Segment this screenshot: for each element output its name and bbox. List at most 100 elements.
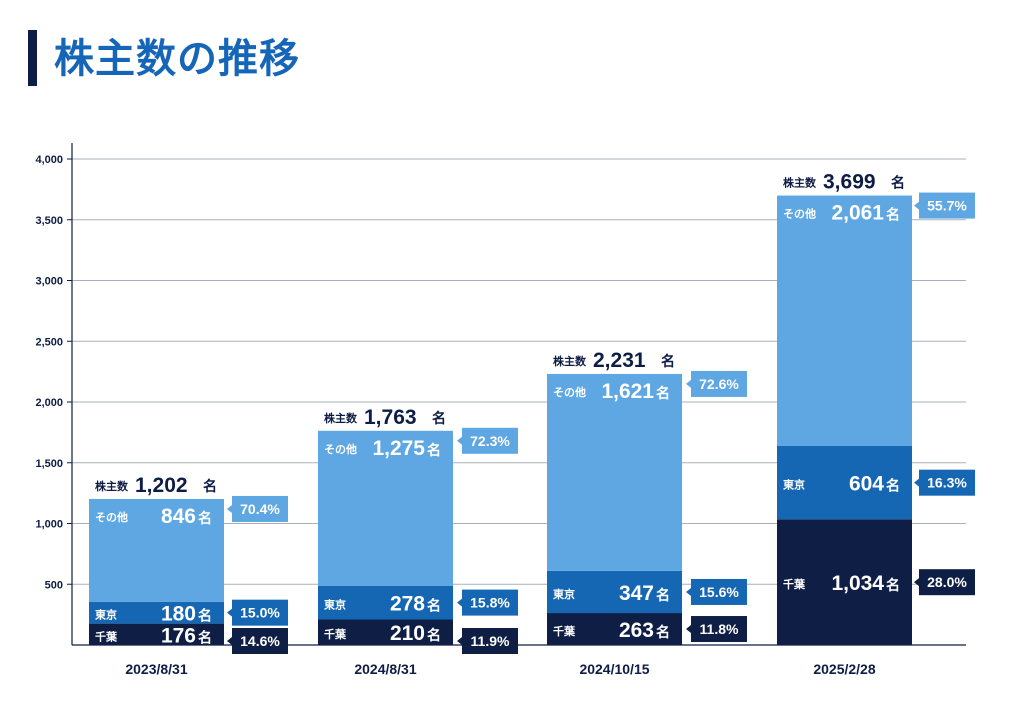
percent-callout-pointer [457, 637, 462, 645]
segment-name-label: 東京 [553, 587, 575, 601]
total-label: 株主数 [553, 354, 587, 368]
percent-callout-box [462, 427, 518, 454]
segment-name-label: 東京 [95, 608, 117, 622]
segment-value-label: 278 [390, 593, 425, 616]
segment-unit-label: 名 [427, 627, 441, 643]
total-label: 株主数 [324, 411, 358, 425]
bar-segment [318, 619, 453, 645]
total-value: 1,763 [364, 406, 417, 429]
segment-value-label: 604 [849, 473, 884, 496]
percent-callout-box [691, 616, 747, 643]
bar-segment [318, 430, 453, 586]
percent-callout-pointer [227, 504, 232, 513]
percent-label: 14.6% [240, 633, 280, 649]
total-label: 株主数 [783, 176, 817, 190]
bar-segment [777, 195, 912, 446]
segment-unit-label: 名 [886, 478, 900, 494]
segment-unit-label: 名 [656, 385, 670, 401]
percent-callout-box [919, 569, 975, 596]
x-tick-label: 2023/8/31 [125, 661, 187, 677]
bar-segment [547, 570, 682, 614]
percent-callout-pointer [914, 201, 919, 210]
y-tick-label: 500 [45, 579, 63, 591]
segment-name-label: 千葉 [95, 629, 118, 643]
segment-unit-label: 名 [198, 608, 212, 624]
segment-name-label: 千葉 [324, 627, 347, 641]
total-unit: 名 [203, 478, 217, 494]
percent-label: 11.8% [700, 621, 739, 637]
segment-name-label: 千葉 [553, 624, 576, 638]
x-tick-label: 2024/8/31 [354, 661, 416, 677]
y-tick-label: 3,000 [35, 276, 63, 288]
percent-callout-box [919, 469, 975, 496]
segment-value-label: 263 [619, 619, 654, 642]
percent-label: 72.3% [470, 433, 510, 449]
percent-callout-pointer [457, 598, 462, 607]
bar-segment [547, 613, 682, 645]
bar-segment [89, 498, 224, 602]
segment-unit-label: 名 [198, 629, 212, 645]
percent-callout-box [691, 370, 747, 397]
bar-segment [318, 585, 453, 620]
percent-callout-pointer [227, 637, 232, 645]
bar-segment [777, 445, 912, 520]
segment-name-label: その他 [95, 510, 128, 524]
segment-value-label: 1,275 [372, 437, 425, 460]
percent-callout-pointer [914, 578, 919, 587]
segment-unit-label: 名 [656, 587, 670, 603]
total-label: 株主数 [95, 479, 129, 493]
percent-label: 15.6% [699, 584, 739, 600]
percent-callout-pointer [227, 608, 232, 617]
page-title: 株主数の推移 [54, 36, 300, 82]
segment-unit-label: 名 [427, 598, 441, 614]
percent-callout-box [691, 578, 747, 605]
y-tick-label: 1,500 [35, 458, 63, 470]
segment-name-label: その他 [783, 207, 816, 221]
segment-unit-label: 名 [886, 577, 900, 593]
percent-callout-pointer [686, 379, 691, 388]
percent-callout-pointer [914, 478, 919, 487]
x-tick-label: 2025/2/28 [813, 661, 875, 677]
segment-name-label: その他 [553, 385, 586, 399]
title-accent-bar [28, 30, 37, 86]
segment-value-label: 180 [161, 603, 196, 626]
percent-label: 15.8% [470, 595, 510, 611]
segment-value-label: 2,061 [831, 202, 884, 225]
segment-unit-label: 名 [886, 207, 900, 223]
segment-value-label: 210 [390, 622, 425, 645]
segment-name-label: 東京 [783, 478, 805, 492]
x-tick-label: 2024/10/15 [579, 661, 649, 677]
segment-name-label: その他 [324, 442, 357, 456]
percent-callout-pointer [686, 625, 691, 634]
percent-label: 72.6% [699, 376, 739, 392]
total-unit: 名 [432, 410, 446, 426]
y-tick-label: 3,500 [35, 215, 63, 227]
percent-callout-box [232, 599, 288, 626]
y-tick-label: 1,000 [35, 519, 63, 531]
segment-value-label: 846 [161, 505, 196, 528]
segment-value-label: 176 [161, 624, 196, 647]
percent-callout-pointer [457, 436, 462, 445]
percent-label: 11.9% [471, 633, 510, 649]
total-unit: 名 [891, 175, 905, 191]
y-tick-label: 2,500 [35, 336, 63, 348]
percent-callout-box [919, 192, 975, 219]
total-value: 3,699 [823, 171, 876, 194]
segment-value-label: 1,621 [601, 380, 654, 403]
segment-value-label: 347 [619, 582, 654, 605]
segment-name-label: 千葉 [783, 577, 806, 591]
percent-callout-box [232, 495, 288, 522]
percent-label: 28.0% [927, 574, 967, 590]
percent-callout-pointer [686, 587, 691, 596]
bar-segment [89, 623, 224, 645]
total-value: 1,202 [135, 474, 188, 497]
bar-segment [547, 373, 682, 571]
segment-name-label: 東京 [324, 598, 346, 612]
segment-unit-label: 名 [427, 442, 441, 458]
percent-label: 15.0% [240, 605, 280, 621]
y-tick-label: 4,000 [35, 154, 63, 166]
percent-callout-box [462, 628, 518, 654]
y-tick-label: 2,000 [35, 397, 63, 409]
bar-segment [89, 601, 224, 624]
percent-callout-box [232, 628, 288, 654]
